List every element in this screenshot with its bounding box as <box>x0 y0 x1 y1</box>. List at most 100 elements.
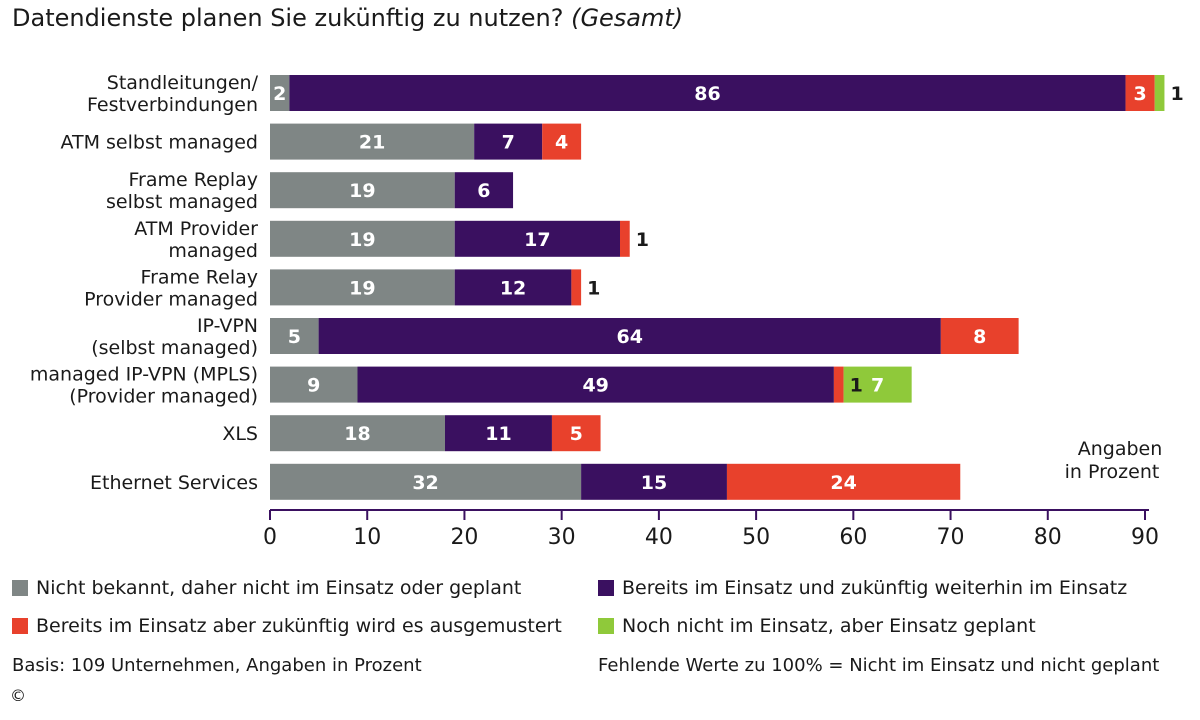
category-label-line: ATM Provider <box>134 218 258 240</box>
legend-swatch-green <box>598 618 614 634</box>
chart-title: Datendienste planen Sie zukünftig zu nut… <box>12 4 683 32</box>
category-label-line: managed IP-VPN (MPLS) <box>30 364 258 386</box>
data-label: 12 <box>500 277 526 299</box>
category-label-line: (Provider managed) <box>69 386 258 408</box>
legend-item-ausgemustert: Bereits im Einsatz aber zukünftig wird e… <box>12 614 562 638</box>
bar-segment <box>270 415 445 452</box>
legend-item-nicht-bekannt: Nicht bekannt, daher nicht im Einsatz od… <box>12 576 521 600</box>
category-label: Frame Replay selbst managed <box>106 169 258 213</box>
footer-basis: Basis: 109 Unternehmen, Angaben in Proze… <box>12 655 422 676</box>
category-label: Ethernet Services <box>90 472 258 494</box>
bar-segment <box>454 220 620 257</box>
footer-fehlende-werte: Fehlende Werte zu 100% = Nicht im Einsat… <box>598 655 1160 676</box>
note-angaben: Angaben <box>1078 438 1163 460</box>
x-tick-label: 40 <box>645 525 673 550</box>
category-label: Frame Relay Provider managed <box>84 266 258 310</box>
data-label: 1 <box>587 277 600 299</box>
category-label-line: (selbst managed) <box>91 337 258 359</box>
data-label: 21 <box>359 132 385 154</box>
x-tick-label: 30 <box>548 525 576 550</box>
x-tick-label: 0 <box>263 525 277 550</box>
bar-segment <box>474 123 543 160</box>
legend-swatch-red <box>12 618 28 634</box>
category-label: IP-VPN (selbst managed) <box>91 315 258 359</box>
bar-segment <box>620 220 630 257</box>
bar-segment <box>571 269 582 306</box>
data-label: 5 <box>570 423 583 445</box>
bar-segment <box>843 366 912 403</box>
bar-segment <box>1154 75 1165 111</box>
x-tick-label: 50 <box>742 525 770 550</box>
bar-segment <box>270 269 455 306</box>
data-label: 7 <box>502 132 515 154</box>
data-label: 9 <box>307 375 320 397</box>
bar-segment <box>270 220 455 257</box>
bar-segment <box>270 75 290 111</box>
data-label: 11 <box>485 423 511 445</box>
x-tick-label: 20 <box>450 525 478 550</box>
data-label: 32 <box>412 472 438 494</box>
bar-segment <box>289 75 1126 111</box>
category-label-line: Provider managed <box>84 288 258 310</box>
data-label: 19 <box>349 180 375 202</box>
data-label: 86 <box>694 83 720 105</box>
bar-segment <box>1125 75 1155 111</box>
x-tick-label: 80 <box>1034 525 1062 550</box>
legend-label: Bereits im Einsatz und zukünftig weiterh… <box>622 577 1128 599</box>
data-label: 5 <box>288 326 301 348</box>
data-label: 19 <box>349 229 375 251</box>
category-label-line: Ethernet Services <box>90 472 258 494</box>
bar-segment <box>454 172 514 209</box>
data-label: 64 <box>616 326 642 348</box>
data-label: 6 <box>477 180 490 202</box>
category-label-line: XLS <box>222 423 258 445</box>
x-tick-label: 90 <box>1131 525 1159 550</box>
bar-segment <box>445 415 552 452</box>
x-tick-label: 60 <box>839 525 867 550</box>
bar-chart: Standleitungen/Festverbindungen 2 86 3 1ATM … <box>30 72 1184 550</box>
category-label-line: IP-VPN <box>197 315 258 337</box>
bar-segment <box>542 123 582 160</box>
data-label: 18 <box>344 423 370 445</box>
data-label: 4 <box>555 132 568 154</box>
category-label-line: Standleitungen/ <box>107 72 259 94</box>
category-label: ATM selbst managed <box>60 132 258 154</box>
category-label: managed IP-VPN (MPLS) (Provider managed) <box>30 364 258 408</box>
bar-segment <box>270 318 319 354</box>
bar-segment <box>270 172 455 209</box>
bar-segment <box>454 269 572 306</box>
bar-segment <box>581 463 727 500</box>
data-label: 24 <box>830 472 856 494</box>
legend-item-bereits-weiterhin: Bereits im Einsatz und zukünftig weiterh… <box>598 576 1127 600</box>
category-label-line: selbst managed <box>106 191 258 213</box>
data-label: 19 <box>349 277 375 299</box>
data-label: 1 <box>850 375 863 397</box>
data-label: 2 <box>273 83 286 105</box>
legend-swatch-grey <box>12 580 28 596</box>
bar-segment <box>940 318 1019 354</box>
chart-title-suffix: (Gesamt) <box>571 4 684 32</box>
data-label: 1 <box>1170 83 1183 105</box>
bar-segment <box>318 318 941 354</box>
copyright-icon: © <box>10 686 26 705</box>
data-label: 1 <box>636 229 649 251</box>
legend-label: Noch nicht im Einsatz, aber Einsatz gepl… <box>622 615 1036 637</box>
x-tick-label: 70 <box>937 525 965 550</box>
note-in-prozent: in Prozent <box>1065 461 1160 483</box>
category-label-line: Festverbindungen <box>87 94 258 116</box>
bar-segment <box>357 366 834 403</box>
x-tick-label: 10 <box>353 525 381 550</box>
bar-segment <box>270 463 582 500</box>
bar-segment <box>551 415 601 452</box>
data-label: 17 <box>524 229 550 251</box>
legend-label: Bereits im Einsatz aber zukünftig wird e… <box>36 615 562 637</box>
data-label: 15 <box>641 472 667 494</box>
bar-segment <box>833 366 844 403</box>
category-label: ATM Provider managed <box>134 218 258 262</box>
category-label-line: Frame Replay <box>128 169 258 191</box>
data-label: 8 <box>973 326 986 348</box>
category-label-line: Frame Relay <box>141 266 258 288</box>
category-label: Standleitungen/Festverbindungen <box>87 72 259 116</box>
category-label-line: managed <box>168 240 258 262</box>
bar-segment <box>270 123 475 160</box>
